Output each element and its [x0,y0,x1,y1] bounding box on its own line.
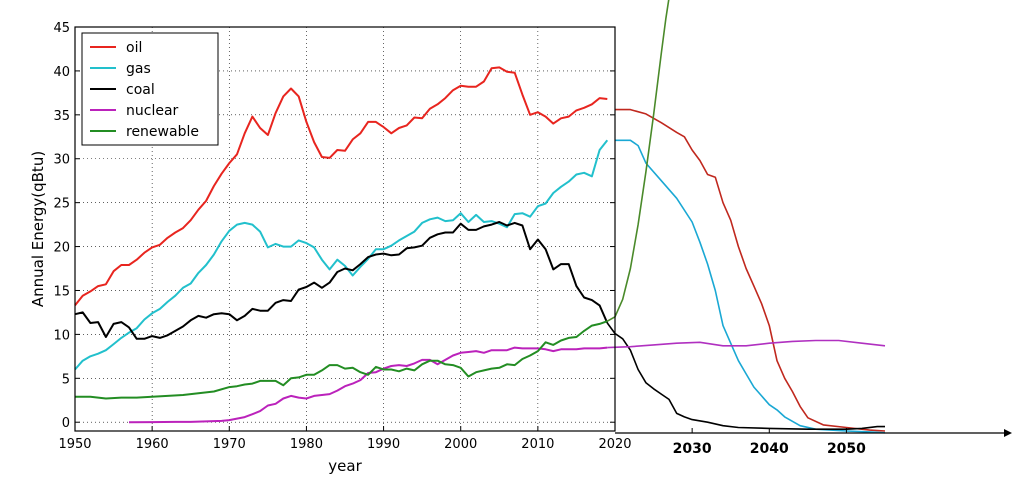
x-tick-label: 1980 [290,437,323,452]
legend: oil gas coal nuclear renewable [81,32,219,146]
legend-label-oil: oil [126,40,142,56]
y-axis-title: Annual Energy(qBtu) [29,151,47,307]
extension-tick-label: 2040 [750,441,789,457]
axis-ticks: 1950 1960 1970 1980 1990 2000 2010 2020 0 5 10 15 20… [53,21,866,457]
y-tick-label: 40 [53,65,70,80]
series-line-oil [74,66,608,307]
nuclear-projection-line [607,339,886,349]
x-tick-label: 1960 [136,437,169,452]
y-tick-label: 10 [53,328,70,343]
coal-projection-line [606,322,885,430]
y-tick-label: 35 [53,109,70,124]
projection-lines [606,0,886,434]
x-tick-label: 1950 [58,437,91,452]
extension-axis-arrowhead [1004,429,1012,437]
y-tick-label: 45 [53,21,70,36]
legend-label-gas: gas [126,61,151,77]
y-tick-label: 25 [53,197,70,212]
legend-label-nuclear: nuclear [126,103,179,119]
extension-tick-label: 2030 [673,441,712,457]
x-tick-label: 1990 [367,437,400,452]
series-lines [74,66,609,424]
renewable-projection-line [606,0,670,322]
y-tick-label: 5 [62,372,70,387]
y-tick-label: 20 [53,241,70,256]
x-tick-label: 2010 [521,437,554,452]
x-tick-label: 2000 [444,437,477,452]
series-line-nuclear [128,346,608,424]
gas-projection-line [615,139,886,434]
oil-projection-line [615,108,886,432]
y-tick-label: 0 [62,416,70,431]
grid [75,27,615,431]
series-line-coal [74,221,609,340]
extension-tick-label: 2050 [827,441,866,457]
extension-axis [615,429,1012,437]
plot-frame [74,26,616,432]
y-tick-label: 30 [53,153,70,168]
x-tick-label: 2020 [598,437,631,452]
y-tick-label: 15 [53,284,70,299]
legend-label-coal: coal [126,82,155,98]
x-tick-label: 1970 [213,437,246,452]
series-line-gas [74,139,609,371]
series-line-renewable [75,320,608,400]
legend-label-renewable: renewable [126,124,199,140]
x-axis-title: year [328,457,362,475]
